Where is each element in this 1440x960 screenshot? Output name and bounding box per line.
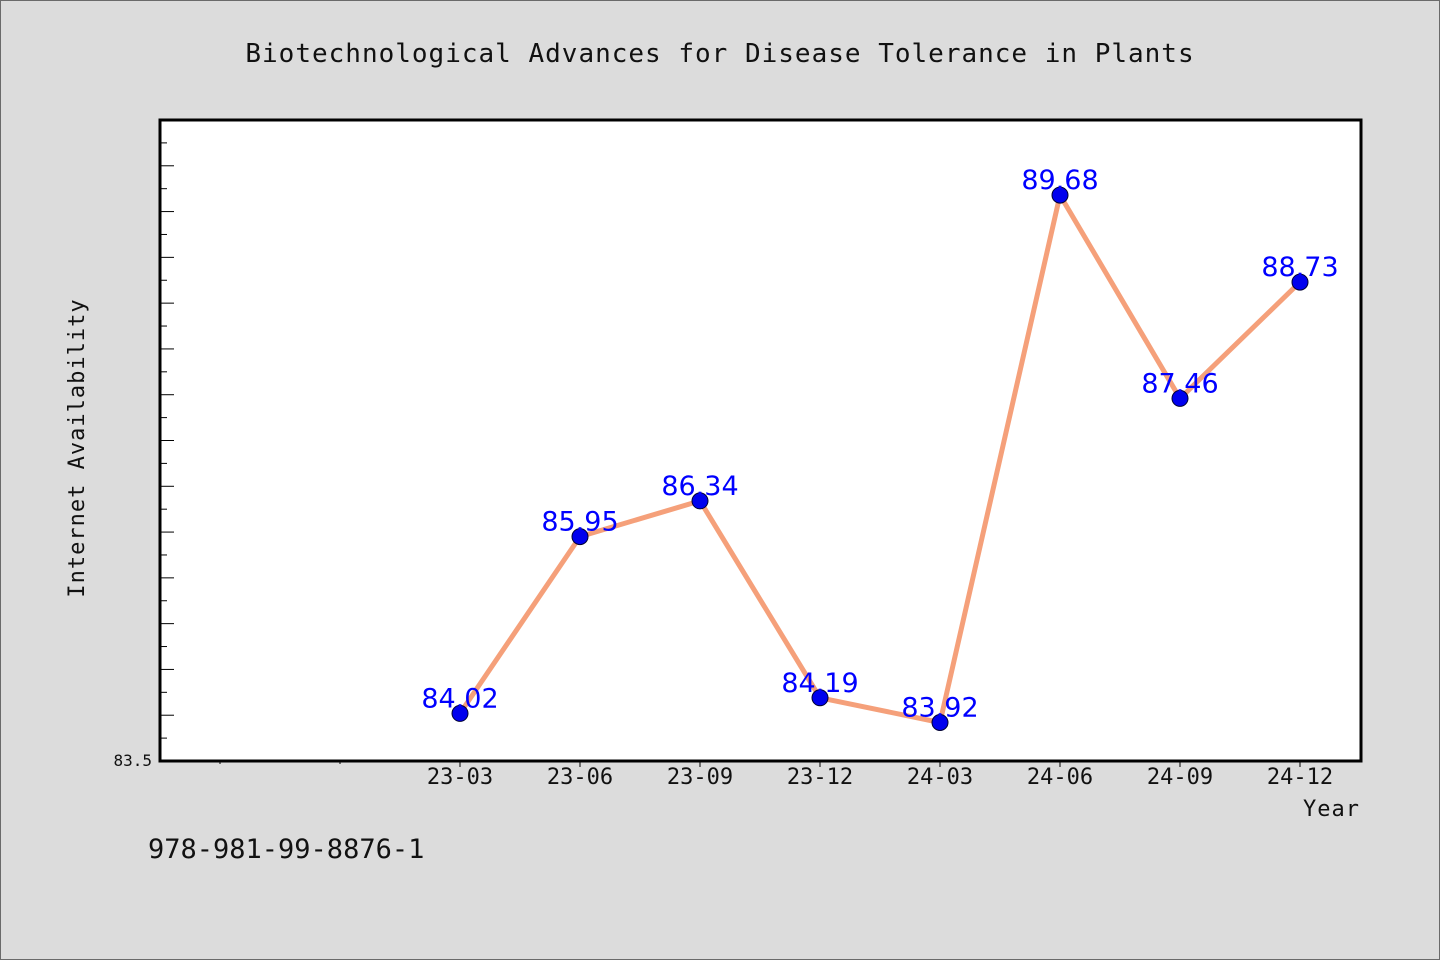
data-label: 86.34 [661, 471, 738, 502]
x-tick-label: 23-12 [787, 765, 853, 790]
x-tick-labels: 23-03 23-06 23-09 23-12 24-03 24-06 24-09 24-12 [427, 765, 1333, 790]
y-axis-ticks [160, 142, 174, 739]
data-point [691, 492, 709, 510]
x-axis-label: Year [1303, 797, 1360, 822]
data-point [451, 704, 469, 722]
chart-title: Biotechnological Advances for Disease To… [245, 39, 1194, 69]
data-labels: 84.02 85.95 86.34 84.19 83.92 89.68 87.46 88.73 [421, 165, 1338, 723]
data-point [1051, 186, 1069, 204]
x-tick-label: 24-12 [1267, 765, 1333, 790]
x-tick-label: 24-06 [1027, 765, 1093, 790]
isbn-text: 978-981-99-8876-1 [148, 834, 425, 865]
data-label: 87.46 [1141, 368, 1218, 399]
data-point [1171, 389, 1189, 407]
data-label: 89.68 [1021, 165, 1098, 196]
data-point [931, 714, 949, 731]
x-tick-label: 24-09 [1147, 765, 1213, 790]
plot-area [158, 118, 1363, 763]
data-points [451, 186, 1309, 731]
x-tick-label: 24-03 [907, 765, 973, 790]
data-point [811, 689, 829, 707]
x-axis-ticks [219, 761, 1301, 767]
data-label: 85.95 [541, 507, 618, 538]
y-tick-label: 83.5 [113, 751, 152, 770]
data-label: 84.02 [421, 683, 498, 714]
x-tick-label: 23-09 [667, 765, 733, 790]
x-tick-label: 23-06 [547, 765, 613, 790]
y-axis-label: Internet Availability [65, 298, 90, 597]
series-line [457, 192, 1303, 725]
data-label: 83.92 [901, 693, 978, 724]
data-point [571, 528, 589, 546]
data-point [1291, 273, 1309, 291]
data-label: 84.19 [781, 668, 858, 699]
x-tick-label: 23-03 [427, 765, 493, 790]
data-label: 88.73 [1261, 252, 1338, 283]
